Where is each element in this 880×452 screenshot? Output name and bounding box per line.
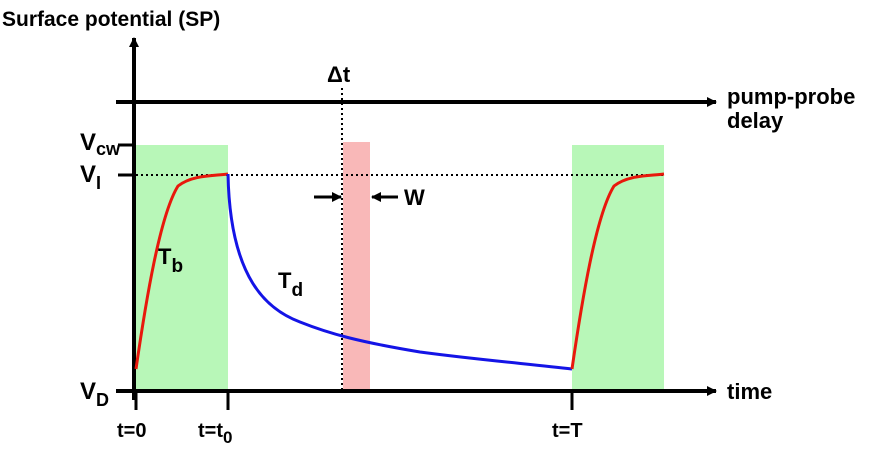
t0-tick-label: t=0	[117, 420, 146, 442]
tb-rise-curve-right	[570, 172, 665, 370]
tb-rise-curve-left	[134, 172, 229, 370]
sp-axis-title: Surface potential (SP)	[2, 8, 220, 31]
time-axis-label: time	[727, 379, 772, 404]
probe-pulse	[343, 142, 370, 391]
tt0-tick-label: t=t0	[198, 420, 232, 447]
tT-tick-label: t=T	[552, 420, 583, 442]
pump-probe-label: pump-probe	[727, 84, 855, 109]
delta-t-label: Δt	[327, 62, 351, 87]
light-on-window-right	[572, 145, 664, 391]
td-decay-curve	[226, 173, 573, 371]
light-on-window-left	[136, 145, 228, 391]
pulse-width-label: W	[404, 185, 425, 210]
vd-label: VD	[80, 378, 109, 410]
td-curve-label: Td	[278, 268, 303, 301]
vcw-label: Vcw	[80, 129, 121, 159]
vi-label: VI	[80, 161, 101, 193]
delay-label: delay	[727, 108, 784, 133]
tb-curve-label: Tb	[158, 244, 183, 277]
